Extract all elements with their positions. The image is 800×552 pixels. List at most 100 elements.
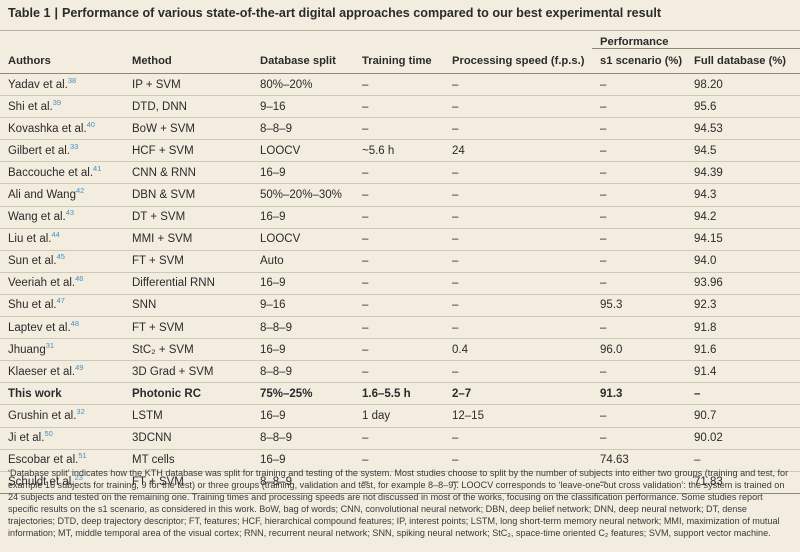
author-cell: Shu et al.47 <box>0 294 124 318</box>
processing-speed-cell: – <box>444 316 593 340</box>
training-time-cell: – <box>354 316 444 340</box>
s1-scenario-cell: – <box>592 427 687 450</box>
s1-scenario-cell: – <box>592 316 687 340</box>
processing-speed-cell: – <box>444 73 593 97</box>
reference-link[interactable]: 41 <box>93 164 102 174</box>
s1-scenario-cell: 95.3 <box>592 294 687 318</box>
processing-speed-cell: – <box>444 360 593 384</box>
performance-group-row: Performance <box>0 31 800 49</box>
full-database-cell: 94.5 <box>686 139 800 163</box>
method-cell: DBN & SVM <box>124 183 252 207</box>
table-row: Klaeser et al.49 3D Grad + SVM 8–8–9– – –91.… <box>0 360 800 384</box>
table-row: Liu et al.44 MMI + SVM LOOCV – – –94.15 <box>0 228 800 251</box>
caption-separator: | <box>54 6 58 20</box>
reference-link[interactable]: 38 <box>67 75 77 85</box>
processing-speed-cell: 2–7 <box>444 382 593 406</box>
s1-scenario-cell: – <box>592 360 687 384</box>
reference-link[interactable]: 33 <box>70 142 79 151</box>
top-rule <box>0 30 800 31</box>
processing-speed-cell: – <box>444 228 593 251</box>
s1-scenario-cell: – <box>592 250 687 273</box>
reference-link[interactable]: 44 <box>51 230 60 240</box>
column-header-processing-speed: Processing speed (f.p.s.) <box>444 48 593 74</box>
database-split-cell: 16–9 <box>252 338 354 362</box>
table-row: Shi et al.39 DTD, DNN 9–16– – –95.6 <box>0 95 800 119</box>
s1-scenario-cell: – <box>592 272 687 295</box>
table-row: Shu et al.47 SNN 9–16– –95.3 92.3 <box>0 294 800 318</box>
method-cell: CNN & RNN <box>124 161 252 185</box>
full-database-cell: 94.2 <box>686 206 800 229</box>
s1-scenario-cell: – <box>592 471 687 494</box>
author-name: Laptev et al. <box>8 321 71 334</box>
method-cell: 3D Grad + SVM <box>124 360 252 384</box>
processing-speed-cell: – <box>444 427 593 450</box>
database-split-cell: Auto <box>252 250 354 273</box>
author-cell: Sun et al.45 <box>0 250 124 273</box>
table-row: Grushin et al.32 LSTM 16–9 1 day 12–15–90.7 <box>0 404 800 428</box>
training-time-cell: – <box>354 73 444 97</box>
training-time-cell: – <box>354 95 444 119</box>
author-cell: This work <box>0 382 124 406</box>
full-database-cell: 90.7 <box>686 404 800 428</box>
reference-link[interactable]: 49 <box>75 362 84 372</box>
database-split-cell: 8–8–9 <box>252 360 354 384</box>
table-label: Table 1 <box>8 6 51 20</box>
reference-link[interactable]: 43 <box>65 208 75 218</box>
full-database-cell: 94.53 <box>686 117 800 141</box>
full-database-cell: 91.8 <box>686 316 800 340</box>
reference-link[interactable]: 32 <box>76 407 85 417</box>
full-database-cell: 95.6 <box>686 95 800 119</box>
reference-link[interactable]: 51 <box>78 451 87 461</box>
table-row: Laptev et al.48 FT + SVM 8–8–9– – –91.8 <box>0 316 800 340</box>
processing-speed-cell: – <box>444 95 593 119</box>
full-database-cell: 94.39 <box>686 161 800 185</box>
column-header-full-database: Full database (%) <box>686 48 800 74</box>
reference-link[interactable]: 50 <box>44 429 53 439</box>
processing-speed-cell: – <box>444 449 593 472</box>
table-row: This work Photonic RC 75%–25% 1.6–5.5 h 2–7 9… <box>0 382 800 406</box>
author-name: Gilbert et al. <box>8 144 70 157</box>
reference-link[interactable]: 31 <box>45 340 55 350</box>
reference-link[interactable]: 48 <box>70 318 79 328</box>
reference-link[interactable]: 40 <box>86 119 95 129</box>
author-name: Yadav et al. <box>8 78 68 91</box>
s1-scenario-cell: – <box>592 404 687 428</box>
training-time-cell: ~5.6 h <box>354 139 444 163</box>
s1-scenario-cell: – <box>592 228 687 251</box>
reference-link[interactable]: 23 <box>74 473 83 483</box>
author-cell: Gilbert et al.33 <box>0 139 124 163</box>
reference-link[interactable]: 39 <box>52 97 62 107</box>
database-split-cell: 8–8–9 <box>252 427 354 450</box>
training-time-cell: – <box>354 117 444 141</box>
reference-link[interactable]: 46 <box>75 274 84 284</box>
database-split-cell: 8–8–9 <box>252 316 354 340</box>
database-split-cell: 16–9 <box>252 404 354 428</box>
author-cell: Escobar et al.51 <box>0 449 124 472</box>
author-name: Shi et al. <box>8 100 53 113</box>
table-row: Sun et al.45 FT + SVM Auto – – –94.0 <box>0 250 800 273</box>
method-cell: FT + SVM <box>124 250 252 273</box>
method-cell: FT + SVM <box>124 471 252 494</box>
method-cell: StC₂ + SVM <box>124 338 252 362</box>
table-footnote: ‘Database split’ indicates how the KTH d… <box>8 468 789 539</box>
training-time-cell: – <box>354 183 444 207</box>
s1-scenario-cell: – <box>592 161 687 185</box>
training-time-cell: – <box>354 449 444 472</box>
table-row: Escobar et al.51 MT cells 16–9– –74.63– <box>0 449 800 472</box>
author-name: Kovashka et al. <box>8 122 87 135</box>
s1-scenario-cell: – <box>592 139 687 163</box>
full-database-cell: 71.83 <box>686 471 800 494</box>
author-name: Escobar et al. <box>8 454 79 467</box>
reference-link[interactable]: 45 <box>56 252 65 262</box>
training-time-cell: – <box>354 272 444 295</box>
reference-link[interactable]: 42 <box>75 186 85 196</box>
author-name: Shu et al. <box>8 299 57 312</box>
reference-link[interactable]: 47 <box>56 296 65 306</box>
author-cell: Yadav et al.38 <box>0 73 124 97</box>
column-header-training-time: Training time <box>354 48 444 74</box>
training-time-cell: – <box>354 294 444 318</box>
full-database-cell: 94.0 <box>686 250 800 273</box>
author-cell: Jhuang31 <box>0 338 124 362</box>
author-cell: Wang et al.43 <box>0 206 124 229</box>
